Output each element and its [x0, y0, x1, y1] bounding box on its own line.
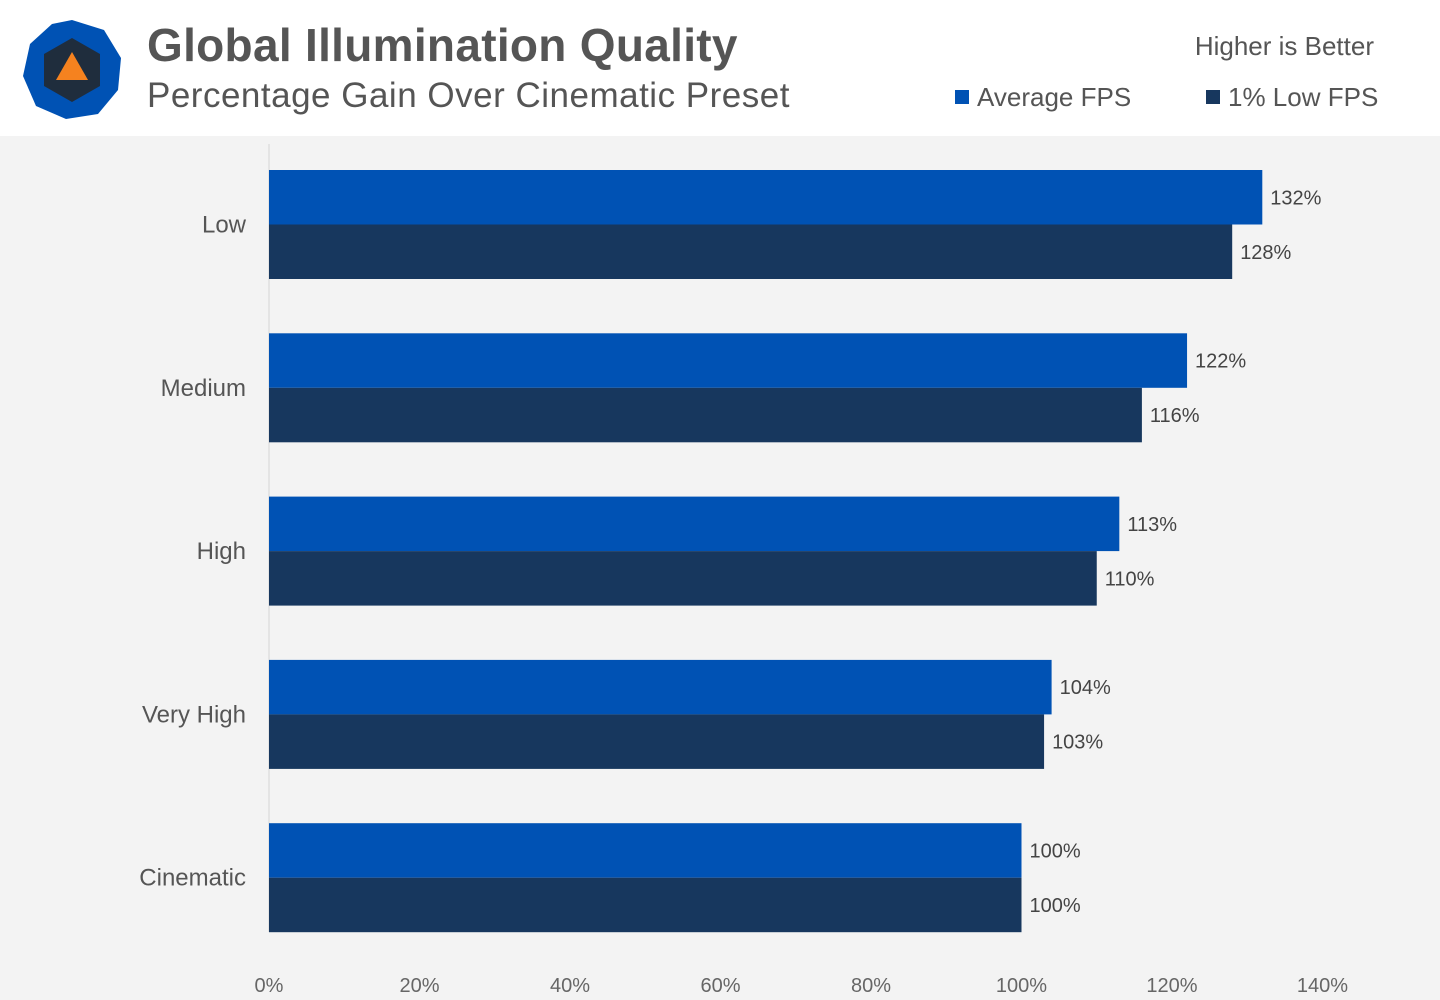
- x-tick-label: 40%: [550, 975, 590, 997]
- bar-medium-1pct-low-fps: [269, 387, 1142, 443]
- x-tick-label: 0%: [255, 975, 284, 997]
- value-label-very-high-average-fps: 104%: [1060, 677, 1111, 699]
- value-label-medium-1pct-low-fps: 116%: [1150, 405, 1200, 427]
- bar-cinematic-1pct-low-fps: [269, 877, 1022, 933]
- legend-swatch-1pct-low-fps: [1206, 90, 1220, 104]
- value-label-high-1pct-low-fps: 110%: [1105, 568, 1155, 590]
- value-label-low-1pct-low-fps: 128%: [1240, 242, 1291, 264]
- category-label-medium: Medium: [161, 375, 246, 402]
- legend-swatch-average-fps: [955, 90, 969, 104]
- x-tick-label: 80%: [851, 975, 891, 997]
- category-label-cinematic: Cinematic: [139, 865, 246, 892]
- bar-low-average-fps: [269, 170, 1263, 225]
- value-label-high-average-fps: 113%: [1127, 514, 1177, 536]
- legend-label-average-fps: Average FPS: [977, 81, 1132, 112]
- legend-label-1pct-low-fps: 1% Low FPS: [1228, 81, 1379, 112]
- chart-subtitle: Percentage Gain Over Cinematic Preset: [147, 76, 790, 115]
- category-label-high: High: [197, 538, 246, 565]
- value-label-very-high-1pct-low-fps: 103%: [1052, 732, 1103, 754]
- bar-high-1pct-low-fps: [269, 551, 1097, 606]
- x-tick-label: 100%: [996, 975, 1047, 997]
- bar-chart: Low 132% 128% Medium 122% 116% High 113% 110% Ver…: [139, 144, 1348, 997]
- bar-medium-average-fps: [269, 333, 1188, 388]
- x-tick-label: 60%: [700, 975, 740, 997]
- hexagon-triangle-logo-icon: [23, 20, 121, 119]
- value-label-cinematic-average-fps: 100%: [1030, 840, 1081, 862]
- category-label-very-high: Very High: [142, 701, 246, 728]
- legend-item-1pct-low-fps: 1% Low FPS: [1206, 82, 1378, 112]
- bar-very-high-average-fps: [269, 659, 1052, 715]
- x-tick-label: 20%: [399, 975, 439, 997]
- value-label-medium-average-fps: 122%: [1195, 351, 1246, 373]
- bar-cinematic-average-fps: [269, 823, 1022, 878]
- bar-very-high-1pct-low-fps: [269, 714, 1045, 769]
- chart-header: Global Illumination Quality Percentage G…: [0, 0, 1440, 136]
- value-label-low-average-fps: 132%: [1270, 187, 1321, 209]
- x-tick-label: 120%: [1146, 975, 1197, 997]
- higher-is-better-note: Higher is Better: [1194, 31, 1374, 61]
- bar-low-1pct-low-fps: [269, 224, 1233, 279]
- category-label-low: Low: [202, 212, 247, 239]
- legend-item-average-fps: Average FPS: [955, 82, 1131, 112]
- bar-high-average-fps: [269, 496, 1120, 552]
- chart-title: Global Illumination Quality: [147, 19, 738, 71]
- x-tick-label: 140%: [1297, 975, 1348, 997]
- value-label-cinematic-1pct-low-fps: 100%: [1030, 895, 1081, 917]
